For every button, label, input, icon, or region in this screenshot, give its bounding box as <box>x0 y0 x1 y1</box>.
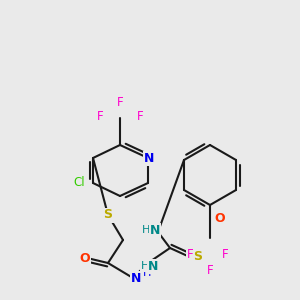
Text: F: F <box>117 97 123 110</box>
Text: O: O <box>215 212 225 224</box>
Text: N: N <box>131 272 141 284</box>
Text: H: H <box>143 268 151 278</box>
Text: F: F <box>207 263 213 277</box>
Text: N: N <box>150 224 160 236</box>
Text: H: H <box>141 261 149 271</box>
Text: Cl: Cl <box>73 176 85 190</box>
Text: S: S <box>194 250 202 262</box>
Text: S: S <box>103 208 112 221</box>
Text: F: F <box>137 110 143 122</box>
Text: F: F <box>222 248 228 262</box>
Text: N: N <box>144 152 154 164</box>
Text: F: F <box>97 110 103 122</box>
Text: O: O <box>80 251 90 265</box>
Text: H: H <box>142 225 150 235</box>
Text: N: N <box>148 260 158 272</box>
Text: F: F <box>187 248 193 262</box>
